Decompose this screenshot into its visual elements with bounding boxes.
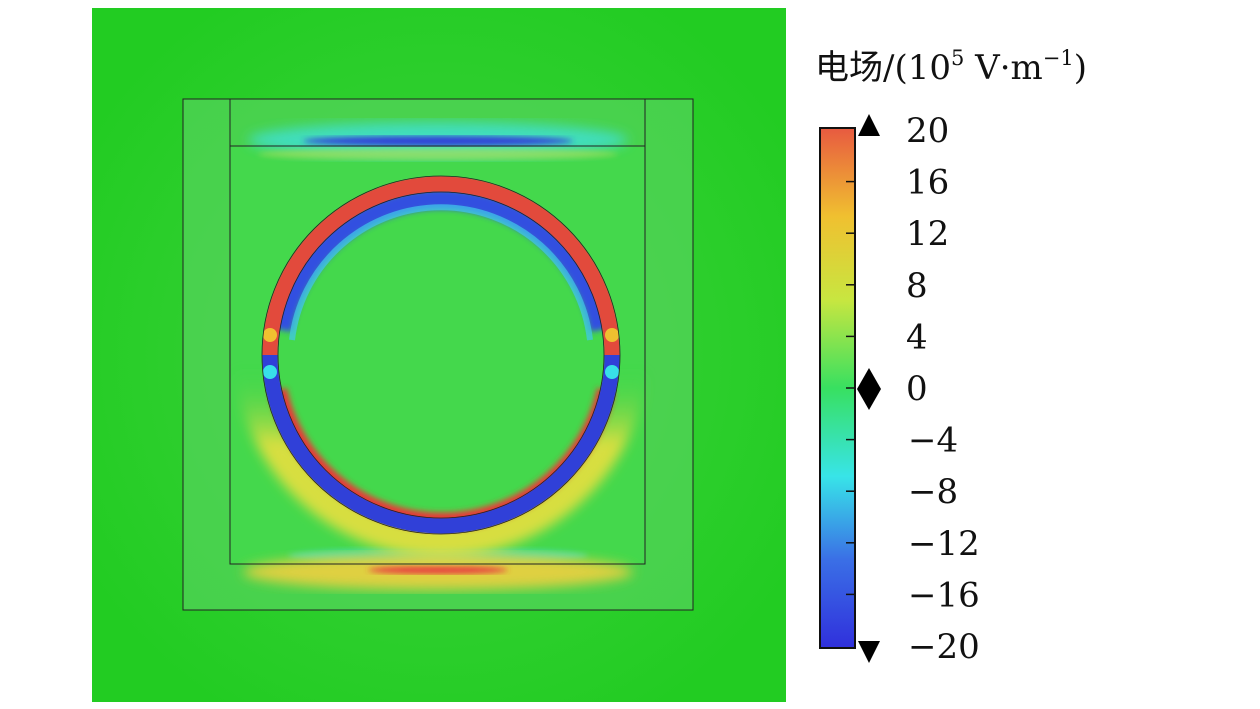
ring-mid-cyan-right xyxy=(605,365,619,379)
colorbar-title-exponent: 5 xyxy=(950,46,965,70)
ring-blue-halo-top xyxy=(272,189,610,332)
colorbar-title: 电场/(105 V·m−1) xyxy=(815,40,1087,89)
colorbar-title-unit: V·m xyxy=(964,48,1043,88)
colorbar-title-suffix: ) xyxy=(1073,48,1088,88)
heatmap-field xyxy=(92,8,786,702)
ring-top-red xyxy=(262,176,620,356)
colorbar-title-prefix: 电场/(10 xyxy=(815,48,951,88)
bottom-edge-red-band xyxy=(368,566,508,574)
top-edge-blue-band xyxy=(303,136,573,146)
colorbar-tick-label: −8 xyxy=(908,472,958,512)
ring-mid-cyan-left xyxy=(263,365,277,379)
ring-outer-halo xyxy=(234,143,648,557)
ring-cyan-inner-top xyxy=(289,204,593,341)
colorbar-title-exponent-2: −1 xyxy=(1042,46,1074,70)
colorbar: 20 16 12 8 4 0 −4 −8 −12 −16 −20 xyxy=(819,111,980,667)
colorbar-min-arrow-icon xyxy=(858,641,880,663)
colorbar-zero-marker-icon xyxy=(857,368,881,410)
colorbar-tick-label: 4 xyxy=(906,317,928,357)
colorbar-tick-label: 12 xyxy=(906,214,949,254)
ring-outer-outline xyxy=(261,175,621,535)
colorbar-tick-label: 16 xyxy=(906,163,949,203)
colorbar-ticks: 20 16 12 8 4 0 −4 −8 −12 −16 −20 xyxy=(846,111,980,667)
colorbar-tick-label: 8 xyxy=(906,266,928,306)
ring-mid-yellow-left xyxy=(263,328,277,342)
colorbar-tick-label: 20 xyxy=(906,111,949,151)
inner-box-outline xyxy=(229,145,646,565)
colorbar-tick-label: −12 xyxy=(908,524,980,564)
colorbar-tick-label: −16 xyxy=(908,575,980,615)
ring-inner-outline xyxy=(277,191,605,519)
colorbar-tick-label: −20 xyxy=(908,627,980,667)
ring-bottom-blue xyxy=(262,354,620,534)
colorbar-max-arrow-icon xyxy=(858,114,880,136)
ring-mid-yellow-right xyxy=(605,328,619,342)
colorbar-tick-label: 0 xyxy=(906,369,928,409)
colorbar-tick-label: −4 xyxy=(908,421,958,461)
outer-box-outline xyxy=(182,98,694,611)
